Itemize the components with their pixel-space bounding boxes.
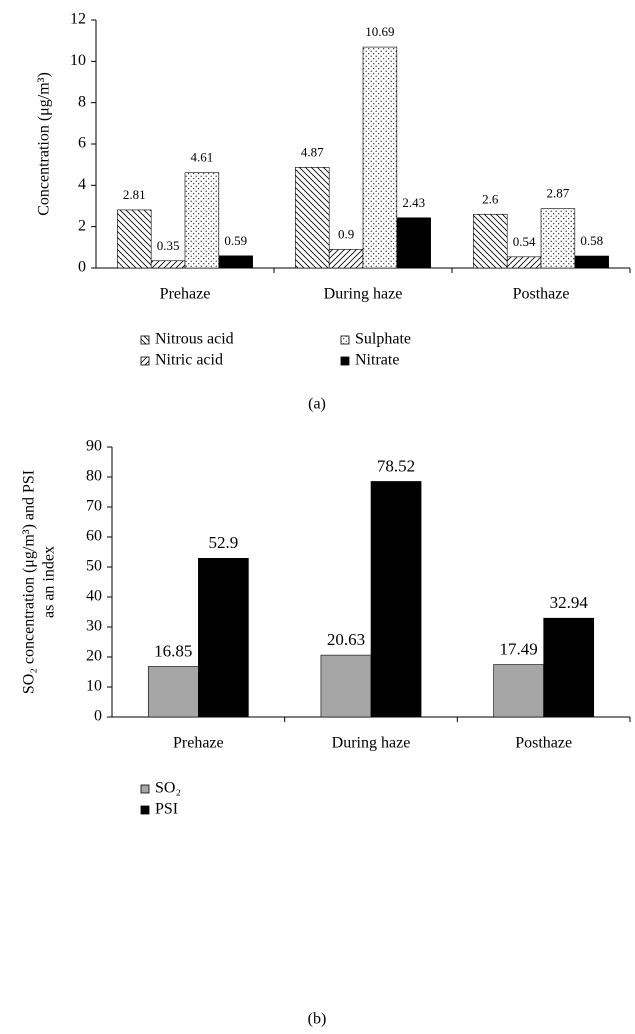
bar bbox=[295, 167, 330, 269]
bar bbox=[370, 481, 422, 718]
caption: (b) bbox=[308, 1011, 327, 1028]
y-tick-label: 0 bbox=[94, 708, 102, 725]
bar bbox=[574, 255, 609, 269]
y-axis-label: as an index bbox=[41, 546, 58, 618]
bar bbox=[543, 617, 595, 718]
data-label: 20.63 bbox=[327, 630, 365, 649]
legend-swatch bbox=[340, 335, 350, 345]
y-tick-label: 2 bbox=[78, 217, 86, 234]
data-label: 2.81 bbox=[123, 187, 146, 202]
y-tick-label: 90 bbox=[86, 438, 102, 455]
data-label: 0.54 bbox=[513, 234, 536, 249]
bar bbox=[218, 255, 253, 269]
bar bbox=[184, 172, 220, 269]
data-label: 10.69 bbox=[365, 24, 394, 39]
bar bbox=[396, 217, 431, 269]
y-axis-label: Concentration (μg/m³) bbox=[36, 72, 53, 216]
legend-label: Nitrous acid bbox=[155, 331, 234, 348]
data-label: 2.6 bbox=[482, 191, 499, 206]
legend-swatch bbox=[340, 356, 350, 366]
legend-label: Nitrate bbox=[355, 352, 399, 369]
y-tick-label: 10 bbox=[86, 678, 102, 695]
x-tick-label: Prehaze bbox=[173, 735, 224, 752]
legend-label: Nitric acid bbox=[155, 352, 223, 369]
bar bbox=[362, 46, 398, 269]
y-tick-label: 10 bbox=[70, 52, 86, 69]
bar bbox=[117, 209, 152, 269]
y-tick-label: 20 bbox=[86, 648, 102, 665]
legend-swatch bbox=[140, 784, 150, 794]
bar bbox=[147, 666, 199, 718]
legend-label: Sulphate bbox=[355, 331, 411, 348]
data-label: 0.58 bbox=[580, 233, 603, 248]
bar bbox=[493, 664, 544, 718]
x-tick-label: During haze bbox=[332, 735, 411, 752]
bar bbox=[540, 208, 576, 269]
data-label: 0.59 bbox=[224, 233, 247, 248]
y-tick-label: 8 bbox=[78, 93, 86, 110]
data-label: 4.61 bbox=[191, 150, 214, 165]
bar bbox=[198, 557, 249, 718]
y-tick-label: 12 bbox=[70, 11, 86, 28]
data-label: 17.49 bbox=[500, 639, 538, 658]
y-tick-label: 6 bbox=[78, 135, 86, 152]
bar bbox=[473, 213, 508, 269]
y-tick-label: 60 bbox=[86, 528, 102, 545]
y-tick-label: 70 bbox=[86, 498, 102, 515]
y-tick-label: 4 bbox=[78, 176, 86, 193]
data-label: 2.43 bbox=[402, 195, 425, 210]
legend-swatch bbox=[140, 335, 150, 345]
x-tick-label: Prehaze bbox=[160, 286, 211, 303]
y-axis-label: SO₂ concentration (μg/m³) and PSI bbox=[21, 470, 38, 694]
data-label: 0.9 bbox=[338, 226, 354, 241]
legend-label: PSI bbox=[155, 801, 178, 818]
caption: (a) bbox=[308, 396, 326, 413]
data-label: 4.87 bbox=[301, 144, 324, 159]
data-label: 52.9 bbox=[208, 533, 238, 552]
y-tick-label: 50 bbox=[86, 558, 102, 575]
legend-swatch bbox=[140, 805, 150, 815]
data-label: 32.94 bbox=[550, 593, 589, 612]
x-tick-label: Posthaze bbox=[513, 286, 570, 303]
data-label: 16.85 bbox=[154, 641, 192, 660]
y-tick-label: 30 bbox=[86, 618, 102, 635]
y-tick-label: 80 bbox=[86, 468, 102, 485]
bar bbox=[506, 256, 542, 269]
y-tick-label: 0 bbox=[78, 259, 86, 276]
y-tick-label: 40 bbox=[86, 588, 102, 605]
x-tick-label: During haze bbox=[324, 286, 403, 303]
data-label: 78.52 bbox=[377, 456, 415, 475]
legend-label: SO₂ bbox=[155, 780, 181, 797]
bar bbox=[320, 654, 372, 718]
data-label: 0.35 bbox=[157, 238, 180, 253]
bar bbox=[328, 249, 364, 269]
legend-swatch bbox=[140, 356, 150, 366]
x-tick-label: Posthaze bbox=[515, 735, 572, 752]
data-label: 2.87 bbox=[547, 186, 570, 201]
bar bbox=[150, 260, 186, 269]
